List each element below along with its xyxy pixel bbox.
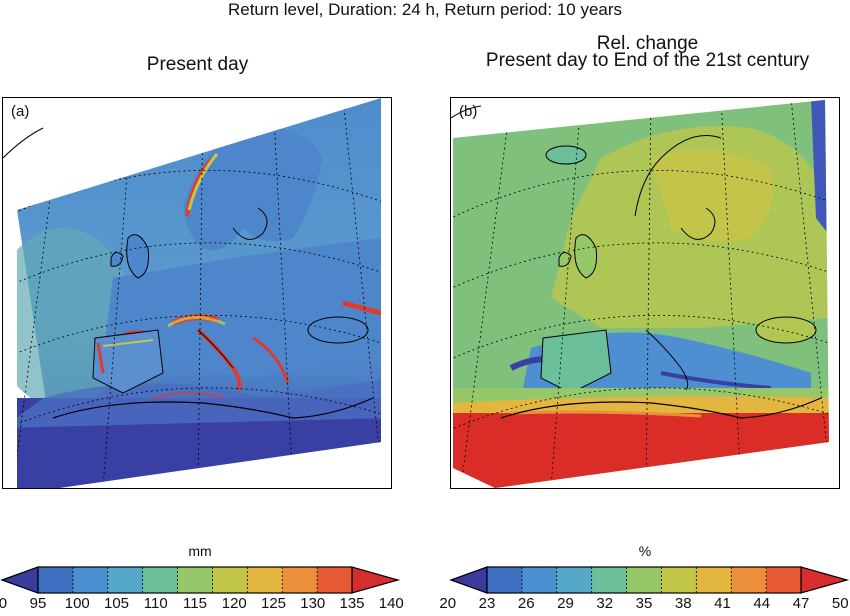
- map-b-svg: [451, 100, 829, 488]
- colorbar-a: [0, 566, 401, 594]
- colorbar-extend-high: [351, 566, 401, 594]
- colorbar-tick-label: 20: [439, 595, 457, 612]
- panel-b-title-line2: Present day to End of the 21st century: [485, 50, 810, 71]
- colorbar-bin: [487, 567, 523, 593]
- colorbar-bin: [696, 567, 732, 593]
- colorbar-tick-label: 44: [753, 595, 771, 612]
- colorbar-tick-label: 32: [596, 595, 614, 612]
- colorbar-bin: [766, 567, 802, 593]
- figure-title: Return level, Duration: 24 h, Return per…: [227, 0, 623, 19]
- map-panel-a: (a): [2, 97, 392, 489]
- uk: [126, 234, 149, 279]
- caucasus: [342, 300, 381, 316]
- uk: [574, 234, 597, 279]
- colorbar-bin: [591, 567, 628, 593]
- colorbar-bin: [282, 567, 318, 593]
- panel-b-label: (b): [459, 103, 478, 120]
- iberia: [540, 329, 612, 394]
- colorbar-bin: [661, 567, 697, 593]
- colorbar-bin: [107, 567, 144, 593]
- colorbar-bin: [72, 567, 109, 593]
- map-a-svg: [3, 98, 381, 488]
- colorbar-tick-label: 95: [29, 595, 47, 612]
- colorbar-tick-label: 90: [0, 595, 8, 612]
- scandinavia: [183, 127, 323, 251]
- colorbar-b: [449, 566, 850, 594]
- colorbar-bin: [556, 567, 593, 593]
- black-sea: [755, 316, 817, 344]
- north-africa-coast: [500, 397, 822, 419]
- colorbar-bin: [317, 567, 353, 593]
- south-band: [453, 413, 829, 488]
- colorbar-tick-label: 35: [635, 595, 653, 612]
- italy: [645, 329, 689, 391]
- graticule-b: [453, 100, 829, 488]
- colorbar-tick-label: 41: [714, 595, 731, 612]
- colorbar-tick-label: 50: [831, 595, 849, 612]
- colorbar-b-unit: %: [638, 543, 652, 559]
- colorbar-bin: [731, 567, 767, 593]
- colorbar-bin: [38, 567, 74, 593]
- colorbar-bin: [142, 567, 179, 593]
- colorbar-tick-label: 140: [378, 595, 404, 612]
- colorbar-tick-label: 110: [143, 595, 168, 612]
- iceland: [545, 145, 587, 165]
- panel-a-title: Present day: [146, 54, 249, 75]
- colorbar-extend-low: [0, 566, 39, 594]
- colorbar-tick-label: 26: [517, 595, 535, 612]
- north-africa-coast: [52, 397, 374, 419]
- colorbar-tick-label: 135: [339, 595, 365, 612]
- colorbar-frame: [37, 566, 353, 594]
- colorbar-tick-label: 47: [792, 595, 810, 612]
- panel-a-label: (a): [11, 103, 30, 120]
- colorbar-tick-label: 23: [478, 595, 496, 612]
- balkans: [252, 336, 290, 384]
- colorbar-tick-label: 38: [674, 595, 692, 612]
- colorbar-bin: [521, 567, 558, 593]
- colorbar-tick-label: 120: [221, 595, 247, 612]
- colorbar-extend-low: [449, 566, 488, 594]
- colorbar-tick-label: 115: [183, 595, 207, 612]
- colorbar-bin: [626, 567, 662, 593]
- colorbar-frame: [486, 566, 802, 594]
- continental-europe: [103, 238, 381, 378]
- colorbar-tick-label: 29: [557, 595, 574, 612]
- colorbar-tick-label: 105: [103, 595, 130, 612]
- east-edge: [811, 100, 829, 248]
- colorbar-tick-label: 100: [64, 595, 90, 612]
- colorbar-bin: [177, 567, 213, 593]
- panel-b-title-line1: Rel. change: [596, 33, 699, 54]
- black-sea: [307, 316, 369, 344]
- colorbar-extend-high: [800, 566, 850, 594]
- colorbar-tick-label: 125: [260, 595, 287, 612]
- map-panel-b: (b): [450, 97, 840, 489]
- iceland: [97, 145, 139, 165]
- colorbar-a-unit: mm: [188, 543, 212, 559]
- colorbar-tick-label: 130: [300, 595, 326, 612]
- colorbar-bin: [212, 567, 248, 593]
- colorbar-bin: [247, 567, 283, 593]
